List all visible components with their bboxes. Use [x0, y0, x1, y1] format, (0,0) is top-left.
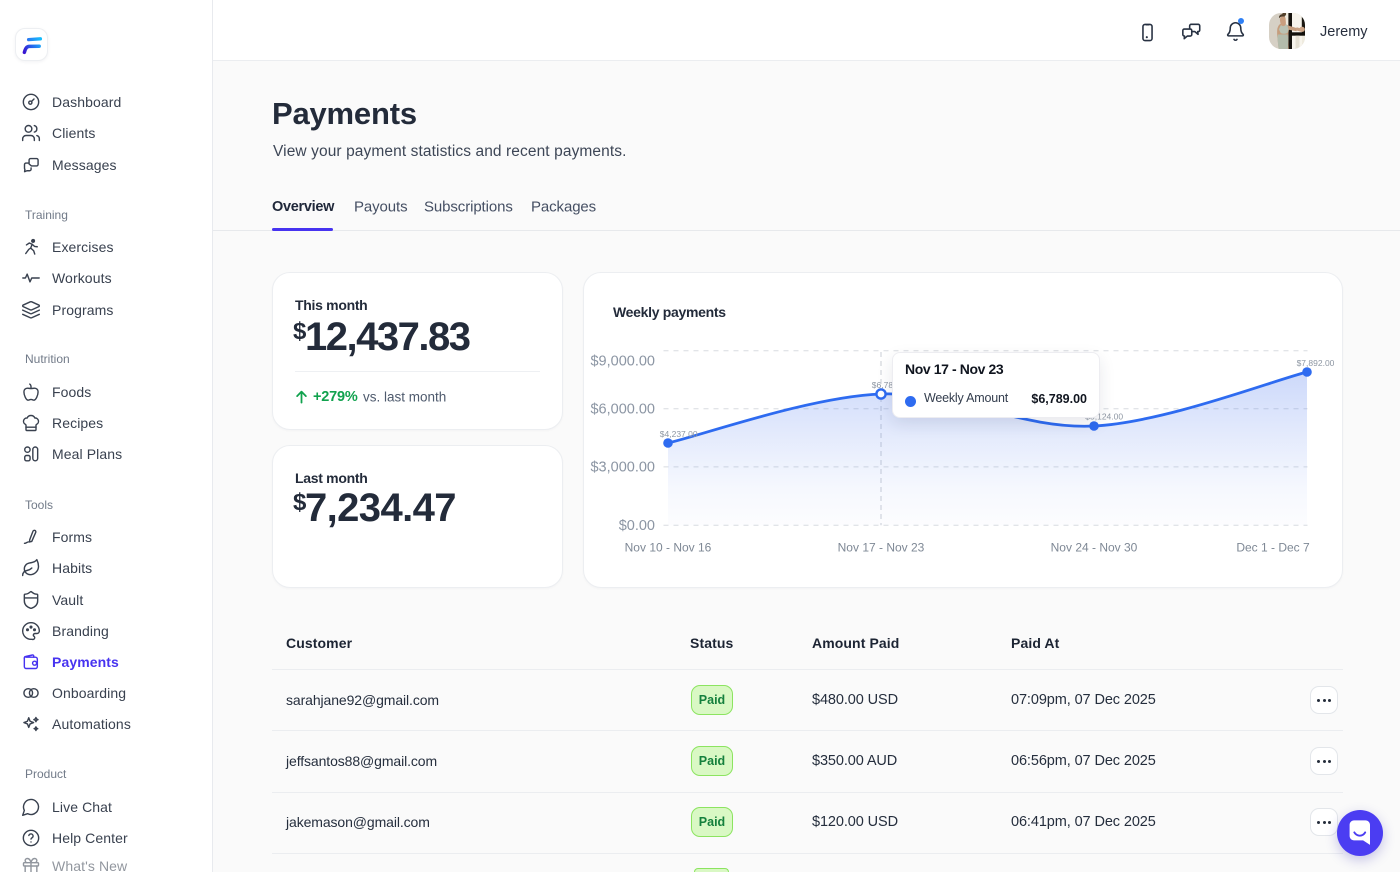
svg-text:$7,892.00: $7,892.00: [1297, 358, 1335, 368]
svg-text:$9,000.00: $9,000.00: [590, 354, 655, 370]
svg-text:$0.00: $0.00: [619, 518, 655, 534]
svg-text:$4,237.00: $4,237.00: [660, 429, 698, 439]
svg-text:Nov 24 - Nov 30: Nov 24 - Nov 30: [1051, 541, 1138, 555]
svg-text:Nov 10 - Nov 16: Nov 10 - Nov 16: [625, 541, 712, 555]
svg-text:Nov 17 - Nov 23: Nov 17 - Nov 23: [838, 541, 925, 555]
svg-text:$5,124.00: $5,124.00: [1085, 412, 1123, 422]
svg-text:Dec 1 - Dec 7: Dec 1 - Dec 7: [1236, 541, 1310, 555]
svg-text:$3,000.00: $3,000.00: [590, 460, 655, 476]
svg-text:$6,789.00: $6,789.00: [872, 380, 910, 390]
svg-text:$6,000.00: $6,000.00: [590, 402, 655, 418]
